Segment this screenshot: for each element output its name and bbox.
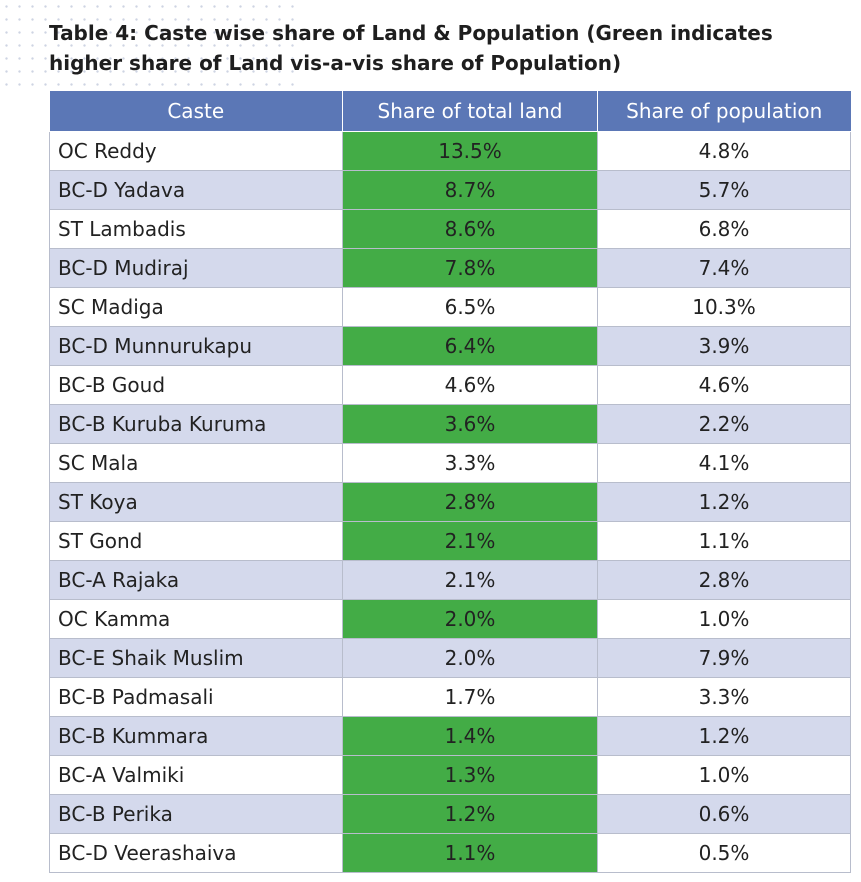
cell-caste: BC-D Yadava bbox=[49, 170, 343, 210]
table-row: ST Lambadis 8.6% 6.8% bbox=[49, 209, 851, 249]
cell-land-share: 1.2% bbox=[342, 794, 598, 834]
table-row: SC Madiga 6.5% 10.3% bbox=[49, 287, 851, 327]
table-row: BC-D Veerashaiva 1.1% 0.5% bbox=[49, 833, 851, 873]
cell-caste: ST Lambadis bbox=[49, 209, 343, 249]
cell-population-share: 3.3% bbox=[597, 677, 851, 717]
cell-land-share: 6.5% bbox=[342, 287, 598, 327]
cell-population-share: 4.8% bbox=[597, 131, 851, 171]
cell-land-share: 1.4% bbox=[342, 716, 598, 756]
cell-population-share: 4.1% bbox=[597, 443, 851, 483]
table-row: BC-B Perika 1.2% 0.6% bbox=[49, 794, 851, 834]
cell-population-share: 0.6% bbox=[597, 794, 851, 834]
cell-land-share: 6.4% bbox=[342, 326, 598, 366]
table-row: BC-B Kummara 1.4% 1.2% bbox=[49, 716, 851, 756]
header-population-share: Share of population bbox=[597, 91, 851, 132]
table-row: BC-A Valmiki 1.3% 1.0% bbox=[49, 755, 851, 795]
table-row: BC-D Mudiraj 7.8% 7.4% bbox=[49, 248, 851, 288]
table-row: BC-D Yadava 8.7% 5.7% bbox=[49, 170, 851, 210]
cell-caste: BC-D Veerashaiva bbox=[49, 833, 343, 873]
cell-population-share: 10.3% bbox=[597, 287, 851, 327]
cell-population-share: 7.9% bbox=[597, 638, 851, 678]
table-header: Caste Share of total land Share of popul… bbox=[49, 91, 851, 132]
cell-caste: BC-B Kummara bbox=[49, 716, 343, 756]
cell-land-share: 3.6% bbox=[342, 404, 598, 444]
table-body: OC Reddy 13.5% 4.8% BC-D Yadava 8.7% 5.7% ST L… bbox=[49, 131, 851, 873]
cell-caste: SC Mala bbox=[49, 443, 343, 483]
cell-caste: OC Kamma bbox=[49, 599, 343, 639]
cell-caste: SC Madiga bbox=[49, 287, 343, 327]
cell-population-share: 1.0% bbox=[597, 755, 851, 795]
cell-population-share: 3.9% bbox=[597, 326, 851, 366]
cell-population-share: 7.4% bbox=[597, 248, 851, 288]
cell-land-share: 2.1% bbox=[342, 521, 598, 561]
cell-caste: ST Gond bbox=[49, 521, 343, 561]
cell-caste: BC-B Goud bbox=[49, 365, 343, 405]
table-title: Table 4: Caste wise share of Land & Popu… bbox=[49, 21, 773, 75]
cell-land-share: 2.8% bbox=[342, 482, 598, 522]
header-land-share: Share of total land bbox=[342, 91, 598, 132]
cell-land-share: 3.3% bbox=[342, 443, 598, 483]
cell-land-share: 1.7% bbox=[342, 677, 598, 717]
header-caste: Caste bbox=[49, 91, 343, 132]
header-row: Caste Share of total land Share of popul… bbox=[49, 91, 851, 132]
cell-land-share: 4.6% bbox=[342, 365, 598, 405]
table-row: OC Reddy 13.5% 4.8% bbox=[49, 131, 851, 171]
cell-caste: BC-A Rajaka bbox=[49, 560, 343, 600]
table-row: OC Kamma 2.0% 1.0% bbox=[49, 599, 851, 639]
table-row: ST Koya 2.8% 1.2% bbox=[49, 482, 851, 522]
table-row: BC-D Munnurukapu 6.4% 3.9% bbox=[49, 326, 851, 366]
cell-population-share: 5.7% bbox=[597, 170, 851, 210]
cell-land-share: 7.8% bbox=[342, 248, 598, 288]
cell-caste: ST Koya bbox=[49, 482, 343, 522]
cell-land-share: 8.6% bbox=[342, 209, 598, 249]
cell-population-share: 0.5% bbox=[597, 833, 851, 873]
cell-population-share: 1.2% bbox=[597, 716, 851, 756]
cell-population-share: 2.8% bbox=[597, 560, 851, 600]
cell-land-share: 13.5% bbox=[342, 131, 598, 171]
table-row: SC Mala 3.3% 4.1% bbox=[49, 443, 851, 483]
cell-caste: BC-D Munnurukapu bbox=[49, 326, 343, 366]
table-row: BC-E Shaik Muslim 2.0% 7.9% bbox=[49, 638, 851, 678]
cell-land-share: 1.3% bbox=[342, 755, 598, 795]
decorative-dot-pattern bbox=[0, 0, 300, 90]
cell-land-share: 2.1% bbox=[342, 560, 598, 600]
cell-population-share: 1.2% bbox=[597, 482, 851, 522]
table-row: ST Gond 2.1% 1.1% bbox=[49, 521, 851, 561]
cell-caste: BC-B Perika bbox=[49, 794, 343, 834]
table-row: BC-A Rajaka 2.1% 2.8% bbox=[49, 560, 851, 600]
cell-population-share: 1.0% bbox=[597, 599, 851, 639]
cell-caste: BC-D Mudiraj bbox=[49, 248, 343, 288]
cell-caste: BC-B Kuruba Kuruma bbox=[49, 404, 343, 444]
cell-population-share: 6.8% bbox=[597, 209, 851, 249]
table-row: BC-B Kuruba Kuruma 3.6% 2.2% bbox=[49, 404, 851, 444]
cell-caste: OC Reddy bbox=[49, 131, 343, 171]
cell-land-share: 2.0% bbox=[342, 599, 598, 639]
cell-population-share: 1.1% bbox=[597, 521, 851, 561]
cell-caste: BC-E Shaik Muslim bbox=[49, 638, 343, 678]
cell-caste: BC-A Valmiki bbox=[49, 755, 343, 795]
table-row: BC-B Goud 4.6% 4.6% bbox=[49, 365, 851, 405]
cell-land-share: 1.1% bbox=[342, 833, 598, 873]
cell-land-share: 2.0% bbox=[342, 638, 598, 678]
cell-caste: BC-B Padmasali bbox=[49, 677, 343, 717]
caste-land-population-table: Caste Share of total land Share of popul… bbox=[49, 91, 851, 873]
cell-land-share: 8.7% bbox=[342, 170, 598, 210]
cell-population-share: 4.6% bbox=[597, 365, 851, 405]
cell-population-share: 2.2% bbox=[597, 404, 851, 444]
table-row: BC-B Padmasali 1.7% 3.3% bbox=[49, 677, 851, 717]
